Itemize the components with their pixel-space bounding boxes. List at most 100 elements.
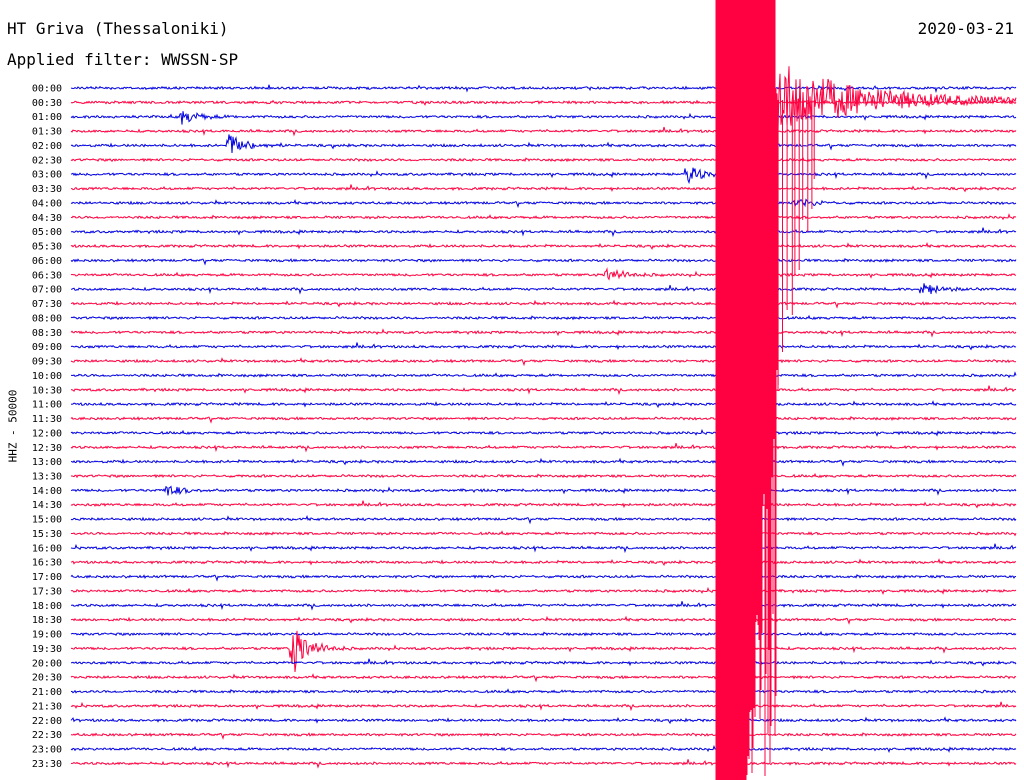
time-tick-label: 23:30 bbox=[32, 759, 62, 770]
trace-line bbox=[70, 688, 1017, 694]
trace-line bbox=[70, 500, 1017, 509]
trace-line bbox=[70, 242, 1017, 250]
trace-line bbox=[71, 601, 1017, 611]
time-tick-label: 02:30 bbox=[32, 155, 62, 166]
time-tick-label: 17:00 bbox=[32, 572, 62, 583]
trace-line bbox=[70, 400, 1017, 409]
time-tick-label: 13:00 bbox=[32, 457, 62, 468]
trace-line bbox=[70, 630, 1017, 673]
time-tick-label: 18:00 bbox=[32, 601, 62, 612]
time-tick-label: 19:30 bbox=[32, 644, 62, 655]
time-tick-label: 22:30 bbox=[32, 730, 62, 741]
trace-line bbox=[71, 371, 1017, 379]
trace-line bbox=[70, 213, 1017, 221]
trace-line bbox=[70, 586, 1017, 596]
trace-line bbox=[70, 385, 1017, 396]
time-tick-label: 22:00 bbox=[32, 716, 62, 727]
trace-line bbox=[70, 134, 1017, 154]
time-tick-label: 07:30 bbox=[32, 299, 62, 310]
time-tick-label: 23:00 bbox=[32, 745, 62, 756]
trace-line bbox=[70, 299, 1017, 309]
time-tick-label: 16:30 bbox=[32, 558, 62, 569]
time-tick-label: 20:30 bbox=[32, 673, 62, 684]
station-title: HT Griva (Thessaloniki) bbox=[7, 19, 229, 38]
major-event-trace bbox=[715, 0, 779, 780]
time-tick-label: 04:30 bbox=[32, 213, 62, 224]
time-tick-label: 19:00 bbox=[32, 630, 62, 641]
trace-line bbox=[71, 530, 1017, 537]
time-tick-label: 01:00 bbox=[32, 112, 62, 123]
time-tick-label: 09:00 bbox=[32, 342, 62, 353]
trace-line bbox=[70, 156, 1017, 163]
time-tick-label: 02:00 bbox=[32, 141, 62, 152]
time-tick-label: 13:30 bbox=[32, 471, 62, 482]
time-tick-label: 10:00 bbox=[32, 371, 62, 382]
date-label: 2020-03-21 bbox=[917, 19, 1014, 38]
trace-line bbox=[70, 543, 1017, 554]
trace-line bbox=[70, 314, 1017, 321]
time-tick-label: 17:30 bbox=[32, 586, 62, 597]
major-event-coda bbox=[775, 66, 1017, 134]
trace-line bbox=[70, 716, 1017, 725]
time-tick-label: 06:30 bbox=[32, 270, 62, 281]
trace-line bbox=[70, 357, 1017, 367]
trace-line bbox=[70, 615, 1017, 625]
trace-line bbox=[70, 573, 1017, 582]
time-tick-label: 21:00 bbox=[32, 687, 62, 698]
time-tick-label: 00:30 bbox=[32, 98, 62, 109]
filter-label: Applied filter: WWSSN-SP bbox=[7, 50, 239, 69]
time-tick-label: 12:30 bbox=[32, 443, 62, 454]
trace-line bbox=[70, 167, 1017, 185]
time-tick-label: 15:00 bbox=[32, 515, 62, 526]
time-tick-label: 08:00 bbox=[32, 313, 62, 324]
time-tick-label: 08:30 bbox=[32, 328, 62, 339]
trace-line bbox=[71, 184, 1017, 193]
trace-line bbox=[70, 84, 1017, 94]
trace-line bbox=[70, 126, 1017, 137]
trace-line bbox=[70, 328, 1017, 338]
time-tick-label: 00:00 bbox=[32, 84, 62, 95]
trace-line bbox=[70, 732, 1017, 740]
trace-line bbox=[70, 267, 1017, 281]
trace-line bbox=[71, 485, 1017, 496]
time-tick-label: 15:30 bbox=[32, 529, 62, 540]
trace-line bbox=[70, 472, 1017, 479]
trace-line bbox=[70, 558, 1016, 567]
trace-line bbox=[70, 630, 1017, 637]
trace-line bbox=[70, 673, 1017, 683]
time-tick-label: 14:30 bbox=[32, 500, 62, 511]
time-tick-label: 05:00 bbox=[32, 227, 62, 238]
trace-line bbox=[70, 198, 1017, 209]
time-tick-label: 20:00 bbox=[32, 658, 62, 669]
trace-line bbox=[70, 759, 1017, 769]
time-tick-label: 06:00 bbox=[32, 256, 62, 267]
trace-line bbox=[70, 515, 1017, 525]
time-tick-label: 11:30 bbox=[32, 414, 62, 425]
trace-line bbox=[70, 428, 1017, 437]
trace-line bbox=[70, 744, 1017, 753]
time-tick-label: 21:30 bbox=[32, 701, 62, 712]
time-tick-label: 05:30 bbox=[32, 242, 62, 253]
time-tick-label: 03:00 bbox=[32, 170, 62, 181]
trace-line bbox=[70, 342, 1017, 351]
time-tick-label: 16:00 bbox=[32, 543, 62, 554]
time-tick-label: 01:30 bbox=[32, 127, 62, 138]
time-tick-label: 14:00 bbox=[32, 486, 62, 497]
trace-line bbox=[70, 111, 1017, 125]
time-tick-label: 10:30 bbox=[32, 385, 62, 396]
time-tick-label: 03:30 bbox=[32, 184, 62, 195]
time-tick-label: 07:00 bbox=[32, 285, 62, 296]
major-event-band bbox=[715, 0, 1017, 780]
time-tick-label: 12:00 bbox=[32, 428, 62, 439]
time-tick-label: 09:30 bbox=[32, 357, 62, 368]
trace-line bbox=[71, 658, 1017, 667]
trace-line bbox=[70, 701, 1017, 712]
time-tick-label: 04:00 bbox=[32, 198, 62, 209]
time-tick-label: 18:30 bbox=[32, 615, 62, 626]
trace-line bbox=[70, 227, 1017, 238]
trace-line bbox=[70, 442, 1017, 453]
trace-line bbox=[70, 257, 1017, 266]
trace-line bbox=[70, 415, 1017, 424]
time-tick-label: 11:00 bbox=[32, 400, 62, 411]
